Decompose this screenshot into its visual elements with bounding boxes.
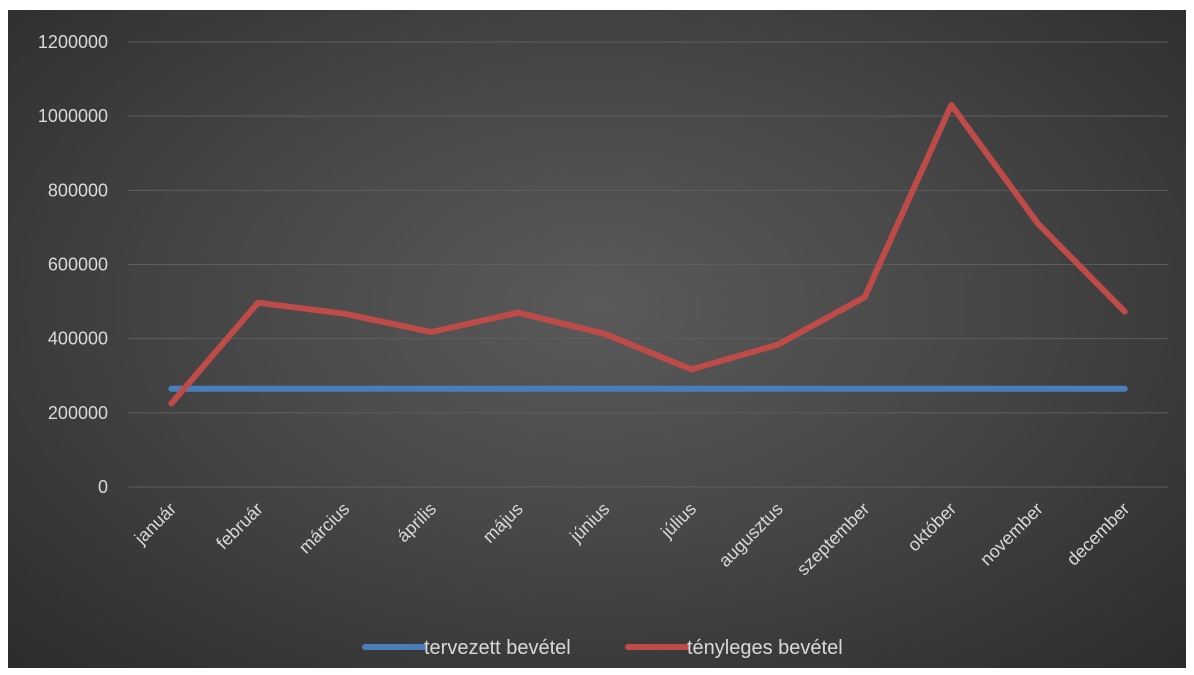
x-tick-label: január (130, 499, 180, 549)
line-chart: 020000040000060000080000010000001200000 … (38, 32, 1168, 659)
y-tick-label: 1000000 (38, 106, 108, 126)
x-tick-label: május (479, 499, 527, 547)
legend-label-tenyleges: tényleges bevétel (687, 637, 843, 659)
x-tick-label: szeptember (793, 499, 874, 580)
x-tick-label: június (565, 499, 613, 547)
x-tick-label: március (295, 499, 354, 558)
x-tick-label: augusztus (715, 499, 787, 571)
y-tick-label: 400000 (48, 329, 108, 349)
x-axis-ticks: január február március április május június jú… (130, 499, 1134, 580)
x-tick-label: november (976, 499, 1047, 570)
series-lines (168, 102, 1128, 407)
legend-label-tervezett: tervezett bevétel (424, 637, 571, 659)
y-axis-ticks: 0 200000 400000 600000 800000 1000000 1200000 (38, 32, 108, 497)
x-tick-label: február (212, 499, 266, 553)
x-tick-label: július (656, 499, 700, 543)
gridlines (128, 41, 1168, 488)
x-tick-label: október (904, 499, 961, 556)
y-tick-label: 800000 (48, 180, 108, 200)
legend: tervezett bevétel tényleges bevétel (362, 637, 843, 659)
chart-area: 0 200000 400000 600000 800000 1000000 1200000 … (8, 10, 1186, 668)
y-tick-label: 1200000 (38, 32, 108, 52)
x-tick-label: április (393, 499, 440, 546)
y-tick-label: 600000 (48, 255, 108, 275)
x-tick-label: december (1063, 499, 1134, 570)
y-tick-label: 0 (98, 477, 108, 497)
y-tick-label: 200000 (48, 403, 108, 423)
series-line-tenyleges (168, 102, 1128, 407)
